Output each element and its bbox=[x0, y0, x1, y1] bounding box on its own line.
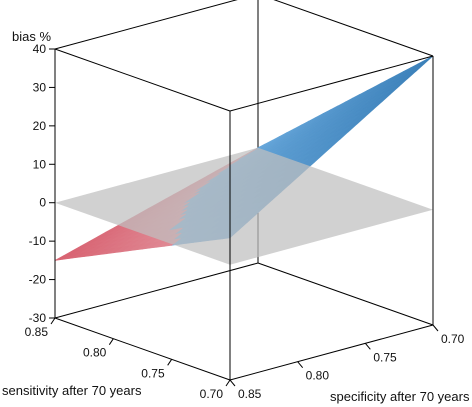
z-tick-label: -20 bbox=[29, 273, 47, 287]
box-edge bbox=[229, 55, 434, 112]
z-tick-label: 10 bbox=[33, 157, 47, 171]
x-tick-label: 0.80 bbox=[83, 346, 107, 360]
y-tick-mark bbox=[432, 324, 439, 332]
y-tick-label: 0.80 bbox=[306, 369, 330, 383]
z-tick-label: 40 bbox=[33, 42, 47, 56]
x-tick-mark bbox=[167, 359, 173, 366]
z-tick-label: 30 bbox=[33, 80, 47, 94]
x-tick-mark bbox=[50, 317, 56, 325]
y-tick-mark bbox=[364, 343, 371, 350]
z-tick-label: -10 bbox=[29, 234, 47, 248]
y-tick-label: 0.75 bbox=[373, 350, 397, 364]
zero-reference-plane bbox=[55, 147, 433, 265]
y-tick-mark bbox=[297, 361, 304, 368]
x-tick-label: 0.75 bbox=[141, 366, 165, 380]
box-edge bbox=[54, 48, 231, 112]
x-tick-label: 0.70 bbox=[200, 387, 224, 401]
x-axis-label: sensitivity after 70 years bbox=[2, 383, 142, 398]
y-tick-mark bbox=[229, 379, 236, 387]
z-tick-label: -30 bbox=[29, 311, 47, 325]
box-edge bbox=[273, 0, 434, 57]
z-axis-label: bias % bbox=[12, 29, 51, 44]
y-axis-label: specificity after 70 years bbox=[330, 389, 470, 404]
box-edge bbox=[54, 317, 231, 381]
x-tick-mark bbox=[225, 379, 231, 387]
y-tick-label: 0.85 bbox=[238, 387, 262, 401]
box-front-edges bbox=[54, 48, 434, 381]
z-tick-label: 0 bbox=[39, 196, 46, 210]
x-tick-label: 0.85 bbox=[25, 325, 49, 339]
reference-plane bbox=[55, 147, 433, 265]
box-edge bbox=[257, 262, 434, 326]
y-tick-label: 0.70 bbox=[441, 332, 465, 346]
x-tick-mark bbox=[108, 338, 114, 345]
box-edge bbox=[54, 0, 238, 50]
box-edge bbox=[229, 324, 434, 381]
box-edge bbox=[54, 262, 259, 319]
z-tick-label: 20 bbox=[33, 119, 47, 133]
